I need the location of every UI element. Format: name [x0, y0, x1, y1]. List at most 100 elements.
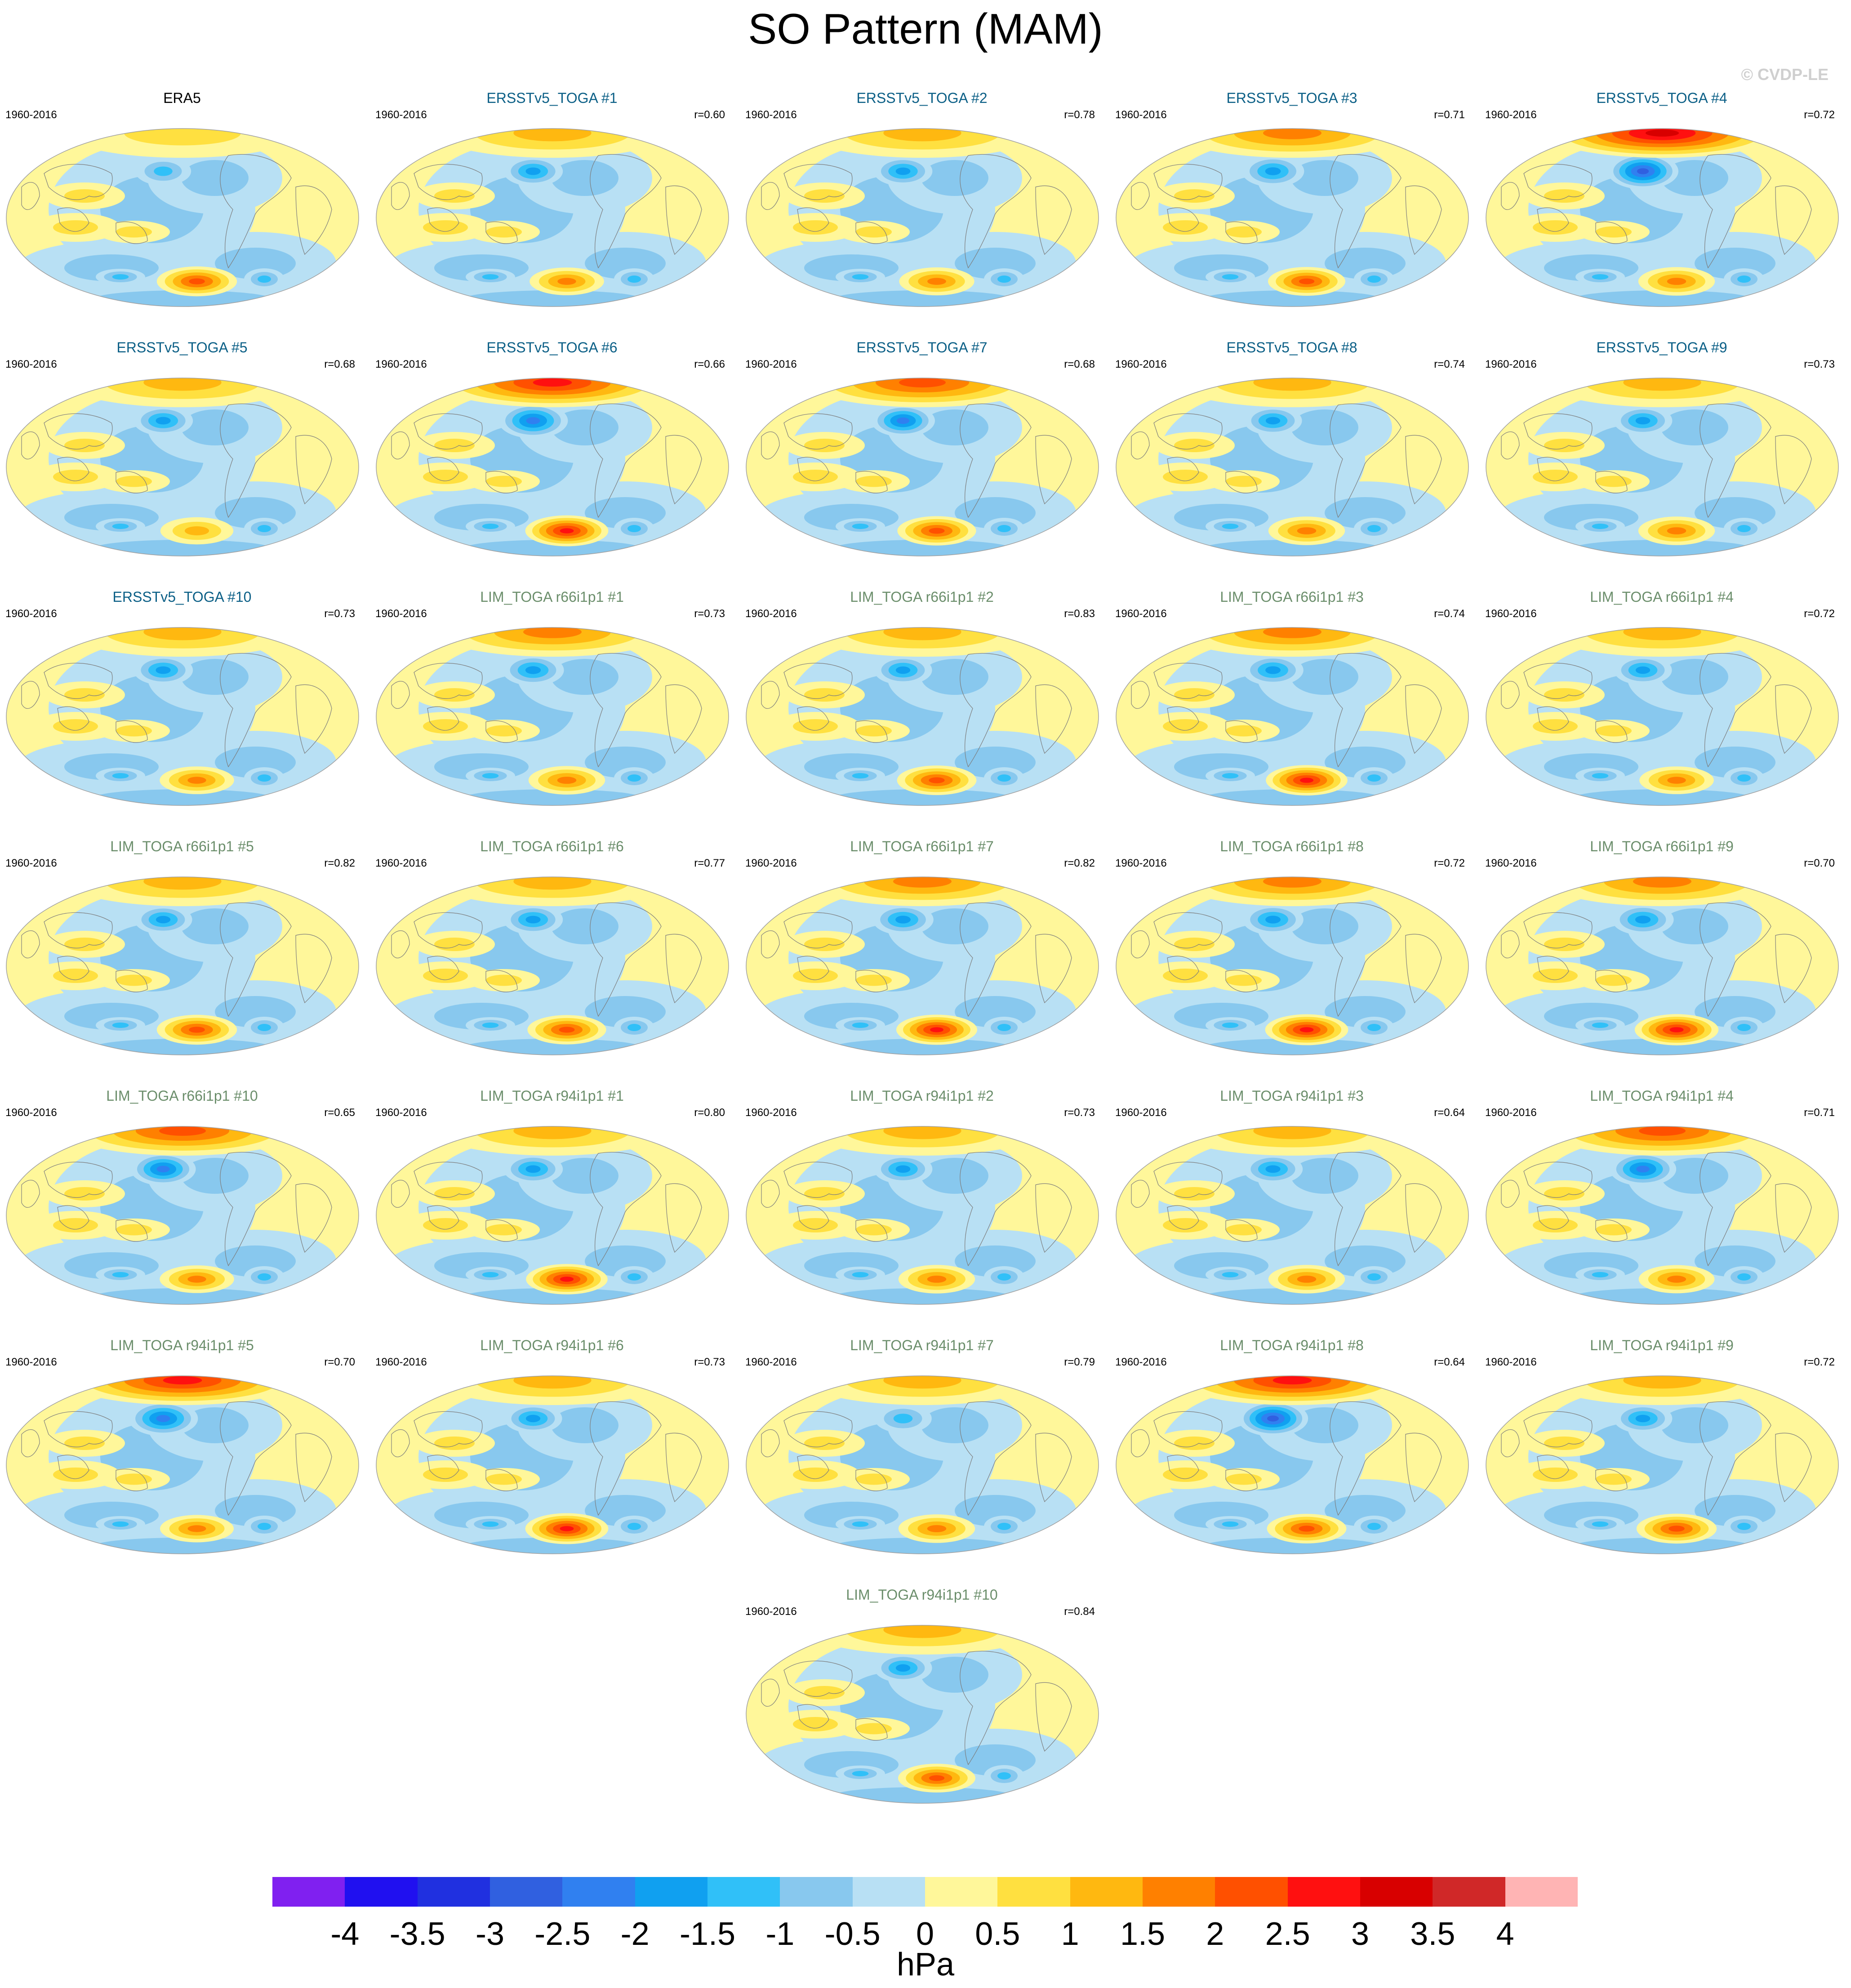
north-pacific-low [156, 417, 171, 425]
panel-period: 1960-2016 [745, 857, 797, 869]
southern-ocean-low [1367, 1523, 1381, 1530]
negative-anomaly [921, 908, 988, 944]
southern-ocean-low [258, 1024, 271, 1031]
tropical-positive [804, 1686, 845, 1699]
negative-anomaly [551, 160, 618, 196]
map-border [376, 1375, 729, 1554]
north-pacific-low [895, 1165, 911, 1173]
colorbar-tick: -3 [475, 1916, 505, 1952]
panel-period: 1960-2016 [375, 1107, 427, 1119]
southern-ocean-low [1367, 774, 1381, 782]
coastlines [391, 154, 702, 269]
southern-ocean-high [560, 1276, 574, 1282]
panel-period: 1960-2016 [375, 857, 427, 869]
panel-correlation: r=0.74 [1434, 608, 1465, 620]
tropical-positive [486, 226, 522, 238]
map-border [6, 378, 359, 556]
tropical-positive [793, 470, 838, 484]
tropical-positive [793, 719, 838, 734]
southern-ocean-low [852, 1272, 869, 1277]
panel-correlation: r=0.74 [1434, 358, 1465, 370]
southern-ocean-low [1592, 1272, 1609, 1277]
map-panel: ERSSTv5_TOGA #8 1960-2016 r=0.74 [1110, 339, 1474, 564]
southern-ocean-low [1367, 525, 1381, 532]
tropical-positive [1596, 1473, 1632, 1485]
colorbar-swatch [1287, 1877, 1361, 1907]
tropical-positive [1163, 1468, 1208, 1482]
southern-ocean-low [852, 773, 869, 778]
map-panel: LIM_TOGA r66i1p1 #1 1960-2016 r=0.73 [370, 589, 734, 814]
map-border [1116, 627, 1469, 806]
tropical-positive [1533, 969, 1578, 983]
negative-anomaly [921, 1407, 988, 1443]
panel-correlation: r=0.60 [694, 109, 725, 121]
panel-period: 1960-2016 [1115, 608, 1167, 620]
coastlines [391, 403, 702, 518]
tropical-positive [1226, 1473, 1262, 1485]
panel-period: 1960-2016 [375, 358, 427, 370]
colorbar-tick: -1 [765, 1916, 795, 1952]
coastlines [1131, 902, 1442, 1017]
negative-anomaly [551, 409, 618, 445]
tropical-positive [804, 189, 845, 203]
map-border [1486, 378, 1839, 556]
tropical-positive [64, 938, 105, 951]
southern-ocean-high [187, 777, 206, 784]
map-panel: LIM_TOGA r94i1p1 #1 1960-2016 r=0.80 [370, 1088, 734, 1312]
map-canvas [376, 378, 729, 556]
arctic-high [883, 1625, 961, 1638]
tropical-positive [856, 1473, 892, 1485]
southern-ocean-low [258, 1523, 271, 1530]
panel-period: 1960-2016 [1115, 109, 1167, 121]
panel-correlation: r=0.80 [694, 1107, 725, 1119]
panel-correlation: r=0.72 [1804, 1356, 1835, 1368]
tropical-positive [856, 974, 892, 986]
southern-ocean-low [627, 1523, 641, 1530]
tropical-positive [434, 688, 475, 702]
tropical-positive [1226, 476, 1262, 487]
panel-title: ERSSTv5_TOGA #6 [486, 339, 618, 356]
tropical-positive [793, 969, 838, 983]
negative-anomaly [921, 160, 988, 196]
southern-ocean-low [1222, 274, 1239, 280]
negative-anomaly [921, 659, 988, 695]
map-panel: ERSSTv5_TOGA #3 1960-2016 r=0.71 [1110, 90, 1474, 315]
north-pacific-low [156, 916, 171, 924]
tropical-positive [1174, 688, 1215, 702]
map-panel: ERSSTv5_TOGA #5 1960-2016 r=0.68 [0, 339, 364, 564]
southern-ocean-low [258, 1273, 271, 1281]
map-panel: ERSSTv5_TOGA #9 1960-2016 r=0.73 [1480, 339, 1844, 564]
map-panel: LIM_TOGA r94i1p1 #7 1960-2016 r=0.79 [740, 1337, 1104, 1562]
panel-title: ERSSTv5_TOGA #8 [1226, 339, 1357, 356]
map-panel: ERSSTv5_TOGA #4 1960-2016 r=0.72 [1480, 90, 1844, 315]
colorbar-swatch [1360, 1877, 1433, 1907]
coastlines [761, 154, 1072, 269]
map-canvas [1116, 627, 1469, 806]
north-pacific-low [1265, 1165, 1281, 1173]
coastlines [1131, 1152, 1442, 1267]
coastlines [1501, 902, 1812, 1017]
map-border [6, 1126, 359, 1305]
southern-ocean-low [1737, 1273, 1751, 1281]
southern-ocean-low [627, 1024, 641, 1031]
tropical-positive [1163, 1218, 1208, 1232]
tropical-positive [1174, 189, 1215, 203]
map-canvas [376, 1375, 729, 1554]
map-canvas [376, 128, 729, 307]
southern-ocean-low [112, 1272, 129, 1277]
panel-period: 1960-2016 [1115, 857, 1167, 869]
panel-correlation: r=0.66 [694, 358, 725, 370]
southern-ocean-low [1222, 524, 1239, 529]
map-border [1486, 128, 1839, 307]
map-panel: LIM_TOGA r94i1p1 #8 1960-2016 r=0.64 [1110, 1337, 1474, 1562]
map-canvas [746, 128, 1099, 307]
arctic-high [883, 129, 961, 142]
tropical-positive [116, 226, 152, 238]
figure-title: SO Pattern (MAM) [748, 5, 1103, 53]
panel-correlation: r=0.73 [694, 608, 725, 620]
panel-title: ERSSTv5_TOGA #7 [856, 339, 988, 356]
southern-ocean-high [189, 278, 205, 285]
tropical-positive [53, 470, 98, 484]
map-panel: ERSSTv5_TOGA #7 1960-2016 r=0.68 [740, 339, 1104, 564]
panel-title: ERSSTv5_TOGA #2 [856, 90, 988, 106]
